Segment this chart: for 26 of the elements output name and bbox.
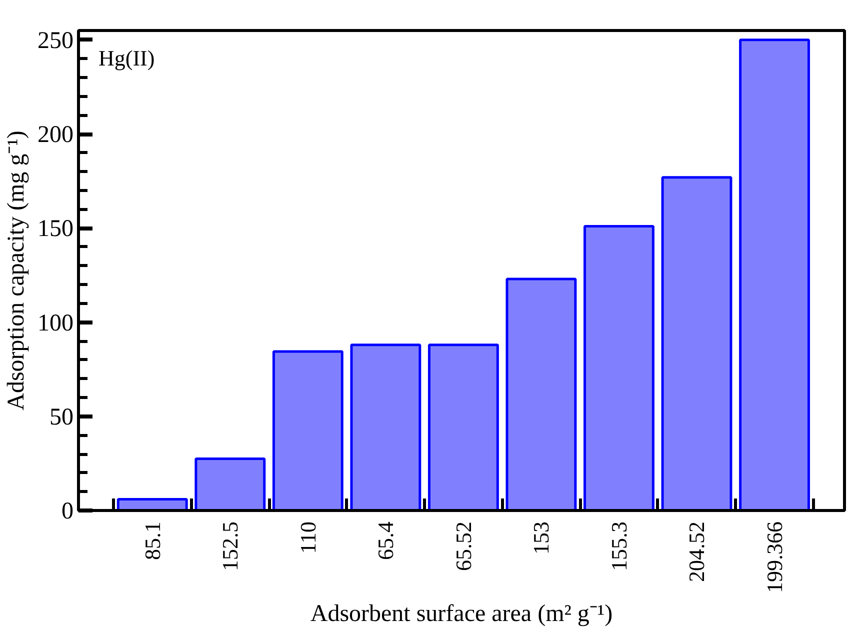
bar [661, 176, 732, 510]
x-axis-title: Adsorbent surface area (m² g⁻¹) [310, 601, 613, 627]
x-tick-label: 199.366 [762, 522, 788, 593]
y-tick-label: 50 [50, 404, 74, 430]
x-tick-label: 110 [295, 521, 320, 554]
x-tick-label: 204.52 [684, 522, 710, 582]
x-tick-label: 155.3 [606, 522, 632, 571]
bar [506, 278, 577, 510]
y-tick-label: 150 [38, 216, 74, 242]
bar [350, 344, 422, 510]
x-tick-label: 65.4 [373, 522, 398, 560]
x-tick-label: 152.5 [218, 522, 243, 571]
x-tick-label: 65.52 [450, 522, 476, 571]
annotation: Hg(II) [98, 46, 155, 70]
x-tick-label: 153 [528, 522, 554, 554]
bar [194, 457, 266, 510]
y-tick-label: 0 [62, 498, 74, 524]
bar [739, 38, 810, 510]
y-axis-title: Adsorption capacity (mg g⁻¹) [4, 130, 30, 410]
y-tick-label: 250 [38, 28, 74, 54]
bar [584, 225, 654, 510]
y-tick-label: 100 [38, 310, 74, 336]
x-tick-label: 85.1 [140, 522, 165, 560]
bar [272, 350, 344, 510]
bar [428, 344, 499, 510]
y-tick-label: 200 [38, 122, 74, 148]
